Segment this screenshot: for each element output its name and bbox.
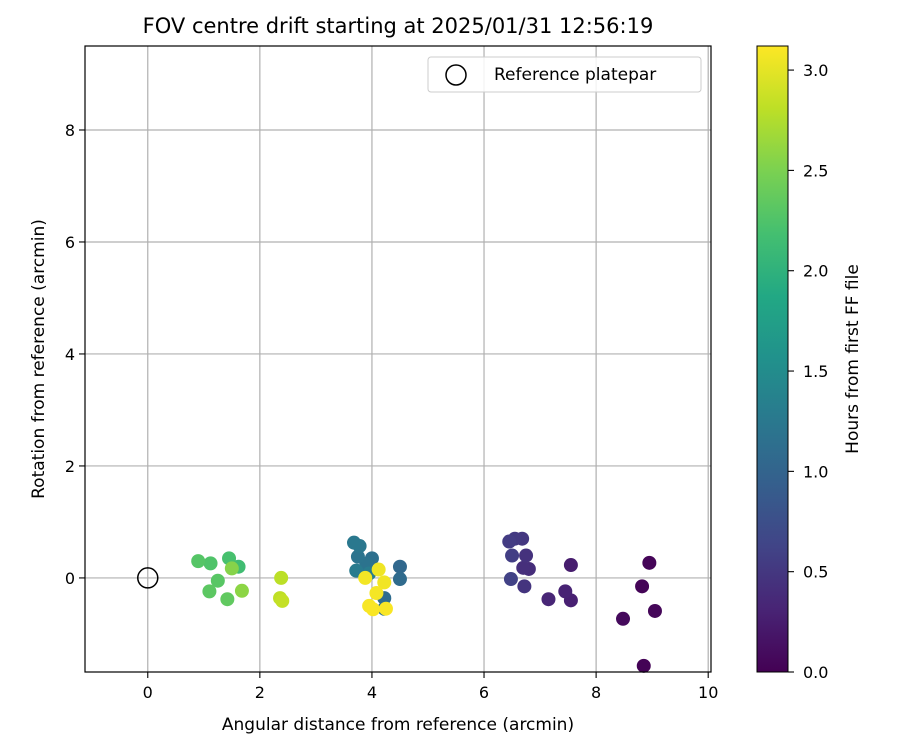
- data-point: [503, 572, 518, 587]
- data-point: [541, 592, 556, 607]
- data-point: [202, 584, 217, 599]
- colorbar-gradient: [756, 45, 789, 673]
- legend: Reference platepar: [427, 56, 702, 93]
- data-point: [392, 559, 407, 574]
- y-tick-label: 2: [65, 457, 75, 476]
- data-point: [635, 579, 650, 594]
- x-tick-label: 0: [143, 683, 153, 702]
- data-point: [516, 560, 531, 575]
- y-tick-label: 4: [65, 345, 75, 364]
- y-axis-label: Rotation from reference (arcmin): [29, 219, 49, 499]
- data-point: [210, 573, 225, 588]
- data-point: [366, 602, 381, 617]
- data-point: [274, 570, 289, 585]
- data-point: [517, 579, 532, 594]
- x-tick-label: 8: [591, 683, 601, 702]
- data-point: [377, 575, 392, 590]
- legend-box: [427, 56, 702, 93]
- y-axis-ticks: 0 2 4 6 8: [65, 121, 85, 588]
- data-point: [558, 584, 573, 599]
- y-tick-label: 0: [65, 569, 75, 588]
- data-point: [358, 570, 373, 585]
- data-point: [519, 548, 534, 563]
- data-point: [636, 658, 651, 673]
- data-point: [378, 601, 393, 616]
- chart-title: FOV centre drift starting at 2025/01/31 …: [143, 14, 654, 38]
- reference-point: [137, 567, 159, 589]
- data-point: [234, 583, 249, 598]
- x-axis-ticks: 0 2 4 6 8 10: [143, 672, 718, 702]
- colorbar-tick-label: 0.5: [803, 563, 828, 582]
- data-points: [191, 531, 662, 673]
- x-axis-label: Angular distance from reference (arcmin): [222, 715, 574, 735]
- colorbar-tick-label: 2.0: [803, 262, 828, 281]
- colorbar-tick-label: 1.5: [803, 362, 828, 381]
- colorbar: 0.0 0.5 1.0 1.5 2.0 2.5 3.0 Hours from first F…: [756, 45, 863, 682]
- colorbar-tick-label: 3.0: [803, 61, 828, 80]
- data-point: [369, 586, 384, 601]
- data-point: [505, 548, 520, 563]
- colorbar-ticks: 0.0 0.5 1.0 1.5 2.0 2.5 3.0: [788, 61, 828, 682]
- data-point: [616, 611, 631, 626]
- colorbar-label: Hours from first FF file: [843, 264, 863, 454]
- y-tick-label: 8: [65, 121, 75, 140]
- data-point: [224, 561, 239, 576]
- y-tick-label: 6: [65, 233, 75, 252]
- data-point: [203, 556, 218, 571]
- x-tick-label: 4: [367, 683, 377, 702]
- data-point: [350, 549, 365, 564]
- x-tick-label: 2: [255, 683, 265, 702]
- colorbar-tick-label: 2.5: [803, 161, 828, 180]
- plot-frame: [84, 45, 712, 673]
- x-tick-label: 6: [479, 683, 489, 702]
- legend-marker-icon: [445, 64, 467, 86]
- data-point: [392, 572, 407, 587]
- legend-entry-label: Reference platepar: [494, 65, 656, 85]
- data-point: [563, 558, 578, 573]
- data-point: [220, 592, 235, 607]
- data-point: [642, 555, 657, 570]
- data-point: [191, 554, 206, 569]
- data-point: [371, 562, 386, 577]
- x-tick-label: 10: [698, 683, 718, 702]
- colorbar-tick-label: 1.0: [803, 462, 828, 481]
- data-point: [647, 603, 662, 618]
- data-point: [275, 593, 290, 608]
- data-point: [347, 535, 362, 550]
- colorbar-tick-label: 0.0: [803, 663, 828, 682]
- grid-lines: [85, 46, 711, 672]
- data-point: [502, 534, 517, 549]
- reference-marker: [137, 567, 159, 589]
